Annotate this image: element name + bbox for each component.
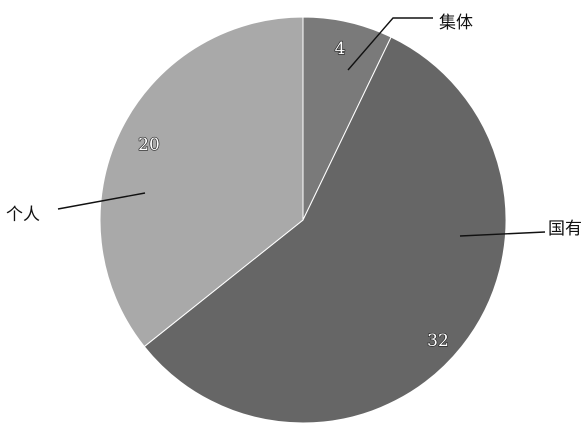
pie-slices <box>99 16 507 424</box>
data-label-jiti: 4 <box>335 39 346 59</box>
data-label-guoyou: 32 <box>427 331 449 351</box>
pie-slice-geren <box>99 16 304 348</box>
leader-line-jiti <box>347 17 433 71</box>
pie-labels: 4 32 20 集体 国有 个人 <box>6 13 582 352</box>
leader-lines <box>57 17 546 237</box>
category-label-jiti: 集体 <box>439 13 473 33</box>
pie-slice-guoyou <box>143 36 507 424</box>
leader-line-guoyou <box>459 231 546 237</box>
category-label-geren: 个人 <box>6 205 40 225</box>
category-label-guoyou: 国有 <box>548 219 582 239</box>
data-label-geren: 20 <box>138 135 160 155</box>
leader-line-geren <box>57 192 146 210</box>
